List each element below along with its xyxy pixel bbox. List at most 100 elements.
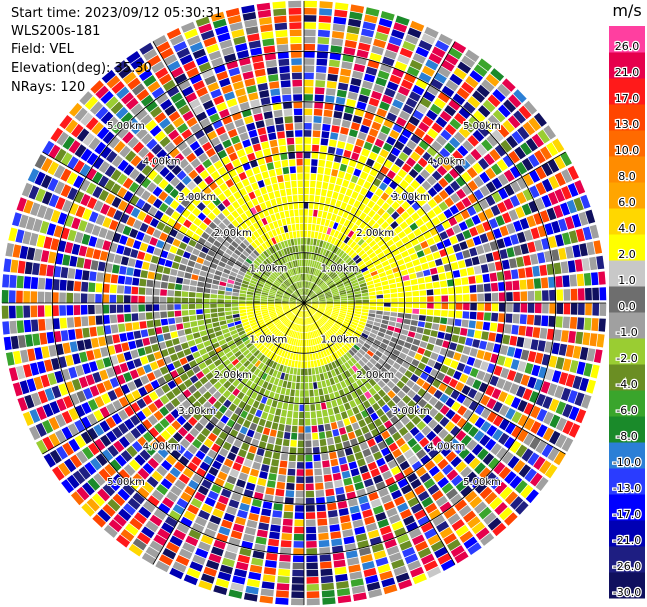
velocity-gate — [263, 329, 270, 335]
velocity-gate — [110, 324, 119, 334]
velocity-gate — [271, 237, 277, 245]
velocity-gate — [439, 393, 449, 404]
velocity-gate — [228, 355, 237, 362]
velocity-gate — [562, 420, 574, 435]
velocity-gate — [202, 100, 214, 110]
velocity-gate — [250, 99, 261, 108]
velocity-gate — [275, 347, 281, 355]
velocity-gate — [392, 349, 401, 357]
velocity-gate — [18, 335, 26, 348]
velocity-gate — [516, 191, 527, 204]
velocity-gate — [508, 150, 520, 164]
velocity-gate — [232, 575, 246, 585]
velocity-gate — [197, 281, 205, 288]
velocity-gate — [189, 41, 204, 53]
velocity-gate — [270, 274, 277, 280]
velocity-gate — [102, 503, 116, 517]
velocity-gate — [536, 424, 548, 438]
velocity-gate — [296, 252, 299, 260]
velocity-gate — [431, 170, 442, 181]
velocity-gate — [439, 405, 450, 415]
velocity-gate — [363, 478, 374, 488]
velocity-gate — [192, 390, 202, 400]
velocity-gate — [416, 420, 427, 431]
velocity-gate — [572, 244, 581, 258]
velocity-gate — [441, 310, 448, 317]
velocity-gate — [419, 97, 432, 108]
velocity-gate — [403, 280, 411, 287]
velocity-gate — [259, 17, 272, 25]
velocity-gate — [453, 131, 466, 144]
velocity-gate — [129, 369, 139, 380]
velocity-gate — [125, 150, 137, 163]
velocity-gate — [411, 314, 419, 320]
velocity-gate — [451, 334, 459, 343]
velocity-gate — [204, 472, 216, 483]
velocity-gate — [211, 317, 219, 323]
velocity-gate — [473, 358, 483, 369]
velocity-gate — [211, 460, 222, 470]
velocity-gate — [467, 329, 475, 338]
velocity-gate — [240, 346, 248, 353]
velocity-gate — [220, 488, 232, 498]
velocity-gate — [184, 28, 198, 40]
velocity-gate — [370, 329, 379, 335]
velocity-gate — [156, 41, 171, 53]
velocity-gate — [230, 445, 240, 455]
velocity-gate — [419, 224, 429, 234]
velocity-gate — [271, 245, 277, 253]
velocity-gate — [103, 325, 112, 335]
velocity-gate — [375, 263, 383, 270]
velocity-gate — [226, 544, 239, 554]
velocity-gate — [124, 304, 131, 313]
velocity-gate — [236, 382, 245, 391]
velocity-gate — [337, 232, 343, 240]
velocity-gate — [198, 406, 208, 416]
velocity-gate — [418, 40, 433, 51]
velocity-gate — [339, 217, 346, 225]
velocity-gate — [243, 592, 258, 602]
velocity-gate — [475, 144, 488, 156]
velocity-gate — [235, 323, 243, 329]
velocity-gate — [181, 399, 191, 409]
velocity-gate — [368, 378, 377, 387]
velocity-gate — [436, 520, 450, 533]
velocity-gate — [23, 305, 31, 318]
velocity-gate — [279, 275, 285, 281]
velocity-gate — [146, 245, 155, 254]
velocity-gate — [424, 26, 439, 39]
velocity-gate — [340, 306, 348, 310]
velocity-gate — [310, 411, 317, 419]
velocity-gate — [546, 207, 557, 221]
velocity-gate — [289, 298, 297, 301]
velocity-gate — [150, 218, 160, 228]
velocity-gate — [333, 230, 340, 238]
velocity-gate — [268, 309, 276, 313]
velocity-gate — [273, 444, 282, 453]
velocity-gate — [170, 268, 178, 276]
velocity-gate — [418, 315, 426, 321]
velocity-gate — [440, 317, 448, 325]
velocity-gate — [196, 202, 206, 211]
velocity-gate — [582, 332, 591, 346]
velocity-gate — [348, 349, 355, 357]
velocity-gate — [320, 327, 326, 334]
velocity-gate — [9, 274, 17, 288]
velocity-gate — [326, 331, 332, 338]
velocity-gate — [16, 305, 23, 319]
velocity-gate — [315, 80, 326, 88]
velocity-gate — [384, 453, 394, 463]
velocity-gate — [462, 311, 470, 319]
velocity-gate — [298, 310, 302, 317]
velocity-gate — [376, 24, 391, 35]
velocity-gate — [55, 413, 67, 428]
velocity-gate — [177, 141, 188, 152]
velocity-gate — [310, 360, 315, 368]
velocity-gate — [217, 203, 226, 212]
velocity-gate — [376, 155, 386, 165]
velocity-gate — [492, 228, 502, 239]
velocity-gate — [374, 282, 382, 288]
velocity-gate — [410, 133, 421, 144]
velocity-gate — [426, 109, 438, 121]
velocity-gate — [425, 502, 438, 514]
